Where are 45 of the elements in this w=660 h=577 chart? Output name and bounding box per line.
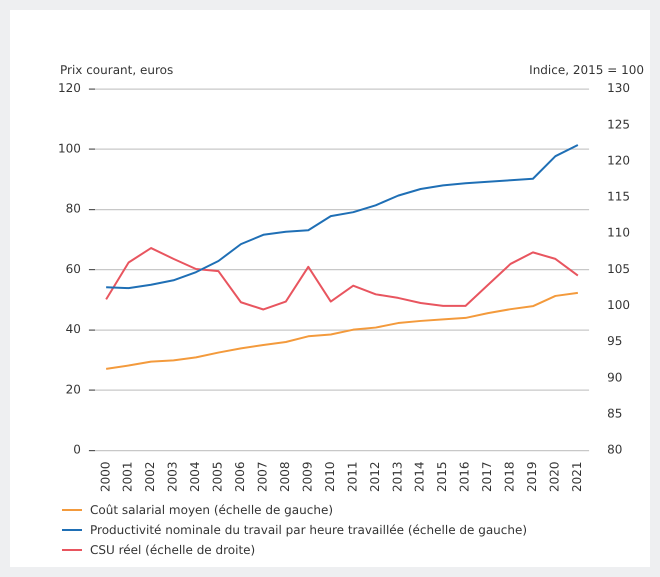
x-tick-label: 2020 <box>548 461 562 492</box>
x-tick-label: 2010 <box>322 461 337 492</box>
y-tick-label: 60 <box>66 262 81 276</box>
y-tick-label: 80 <box>66 202 81 216</box>
x-tick-label: 2019 <box>525 461 540 492</box>
y2-tick-label: 95 <box>607 334 622 348</box>
legend-label: CSU réel (échelle de droite) <box>90 543 256 557</box>
y2-tick-label: 90 <box>607 370 622 384</box>
y2-tick-label: 110 <box>607 226 630 240</box>
y2-tick-label: 100 <box>607 298 630 312</box>
y-tick-label: 20 <box>66 382 81 396</box>
x-tick-label: 2004 <box>188 461 202 492</box>
y2-tick-label: 85 <box>607 406 622 420</box>
x-tick-label: 2008 <box>278 461 292 492</box>
x-tick-label: 2021 <box>570 461 584 492</box>
x-tick-label: 2007 <box>256 461 270 492</box>
y-tick-label: 120 <box>58 81 81 96</box>
y2-axis-title: Indice, 2015 = 100 <box>529 63 644 78</box>
x-tick-label: 2014 <box>412 461 427 492</box>
x-tick-label: 2001 <box>120 461 135 492</box>
y2-tick-label: 125 <box>607 117 630 132</box>
x-tick-label: 2016 <box>458 461 472 492</box>
x-tick-label: 2018 <box>502 461 517 492</box>
x-tick-label: 2015 <box>435 461 450 492</box>
x-tick-label: 2000 <box>98 461 112 492</box>
y2-tick-label: 105 <box>607 262 630 276</box>
x-tick-label: 2013 <box>390 461 404 492</box>
x-tick-label: 2012 <box>368 461 382 492</box>
y2-tick-label: 120 <box>607 153 630 168</box>
y2-tick-label: 130 <box>607 81 630 96</box>
y-tick-label: 40 <box>66 322 81 336</box>
x-tick-label: 2003 <box>166 461 180 492</box>
x-tick-label: 2009 <box>300 461 314 492</box>
y-tick-label: 100 <box>58 141 81 156</box>
x-tick-label: 2002 <box>143 461 158 492</box>
y2-tick-label: 115 <box>607 190 630 204</box>
x-tick-label: 2011 <box>345 461 360 492</box>
y-tick-label: 0 <box>73 442 81 457</box>
legend-label: Productivité nominale du travail par heure travaillée (échelle de gauche) <box>90 523 528 537</box>
x-tick-label: 2017 <box>480 461 494 492</box>
y2-tick-label: 80 <box>607 442 622 457</box>
legend-label: Coût salarial moyen (échelle de gauche) <box>90 503 334 517</box>
y-axis-title: Prix courant, euros <box>60 63 174 78</box>
x-tick-label: 2005 <box>210 461 225 492</box>
x-tick-label: 2006 <box>233 461 248 492</box>
